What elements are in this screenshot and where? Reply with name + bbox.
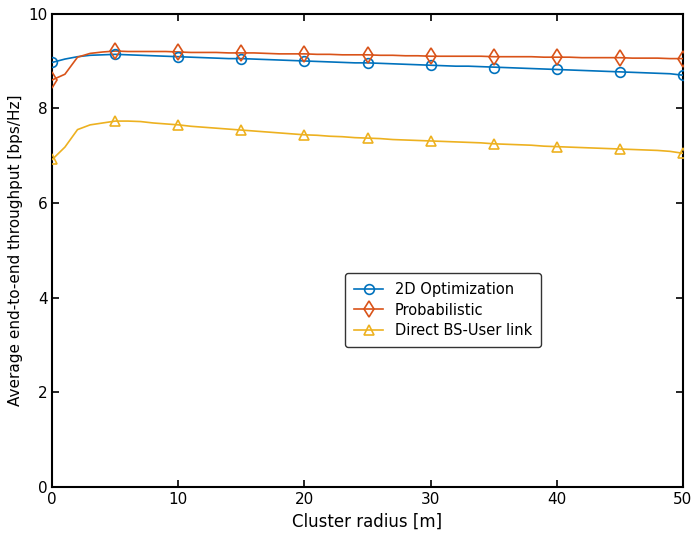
- X-axis label: Cluster radius [m]: Cluster radius [m]: [293, 512, 442, 530]
- Legend: 2D Optimization, Probabilistic, Direct BS-User link: 2D Optimization, Probabilistic, Direct B…: [345, 273, 541, 347]
- Y-axis label: Average end-to-end throughput [bps/Hz]: Average end-to-end throughput [bps/Hz]: [8, 95, 22, 406]
